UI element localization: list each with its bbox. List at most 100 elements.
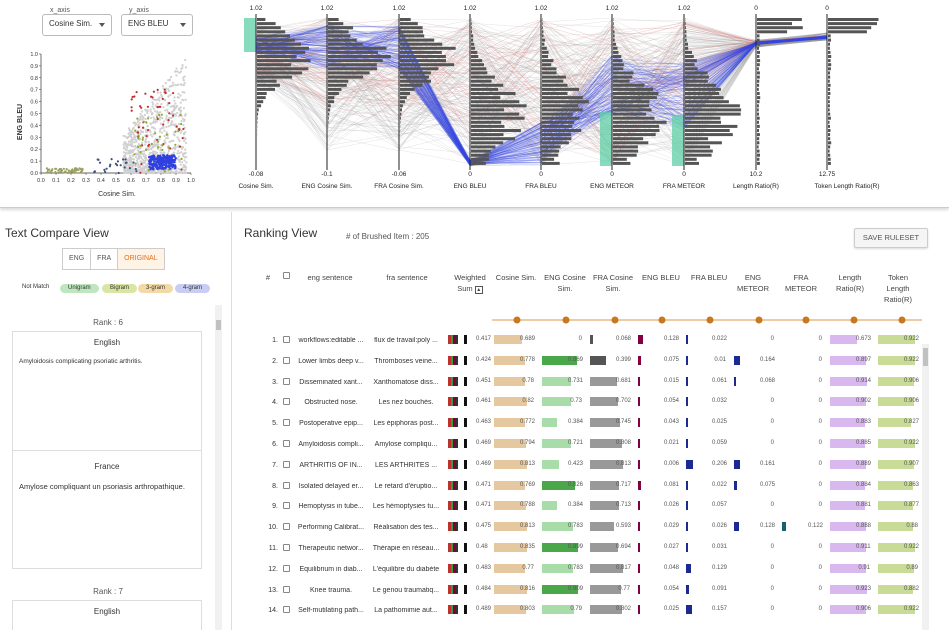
column-header-weighted-sum[interactable]: Weighted Sum ▴ [449,272,491,294]
weighted-sum-segment [451,543,453,552]
table-row[interactable]: 8. Isolated delayed er... Le retard d'érup… [236,478,919,499]
scatter-point [168,140,171,143]
column-header-eng-cosine-sim[interactable]: ENG Cosine Sim. [544,273,586,293]
scatter-point [181,66,184,69]
weight-slider-knob[interactable] [513,316,521,324]
weight-slider-knob[interactable] [898,316,906,324]
axis-bottom-label: 0 [610,171,614,178]
histogram-bar [757,116,760,120]
row-checkbox[interactable] [283,398,290,406]
brush-fra-meteor[interactable] [672,115,684,166]
column-header-eng-meteor[interactable]: ENG METEOR [736,273,770,293]
table-row[interactable]: 12. Equilibrium in diab... L'équilibre du … [236,561,918,582]
metric-bar-fbleu [686,584,690,594]
row-checkbox[interactable] [283,377,290,385]
column-header-eng-sentence[interactable]: eng sentence [307,273,353,282]
scatter-point [163,139,166,142]
column-header-length-ratio[interactable]: Length Ratio(R) [836,273,864,293]
histogram-bar [685,153,712,157]
row-checkbox[interactable] [283,460,290,468]
scatter-plot[interactable]: 0.0 0.1 0.2 0.3 0.4 0.5 0.6 0.7 0.8 0.9 1.0 1.0 0.9 0… [14,46,200,202]
scatter-point [150,147,153,150]
weight-slider-knob[interactable] [802,316,810,324]
x-tick-label: 0.9 [172,178,180,184]
column-header-fra-meteor[interactable]: FRA METEOR [784,273,818,293]
sort-up-icon[interactable]: ▴ [474,286,483,294]
column-header-fra-sentence[interactable]: fra sentence [386,273,428,282]
table-row[interactable]: 11. Therapeutic networ... Thérapie en rése… [236,540,919,561]
column-header-token-length-ratio[interactable]: Token Length Ratio(R) [884,273,912,304]
brush-cosine-sim[interactable] [244,18,256,52]
table-row[interactable]: 3. Disseminated xant... Xanthomatose diss.… [236,374,919,395]
table-row[interactable]: 5. Postoperative epip... Les épiphoras pos… [236,415,919,436]
row-checkbox[interactable] [283,606,290,614]
weight-slider-knob[interactable] [611,316,619,324]
tab-eng[interactable]: ENG [63,249,92,269]
scatter-point [161,148,164,151]
scatter-point [129,155,132,158]
histogram-bar [757,104,759,108]
histogram-bar [328,100,335,104]
weight-slider-knob[interactable] [850,316,858,324]
weighted-sum-segment [453,522,456,532]
table-row[interactable]: 2. Lower limbs deep v... Thromboses veine.… [236,353,919,374]
text-compare-scrollbar[interactable] [215,305,222,630]
weighted-sum-segment [456,335,458,344]
scatter-point [184,58,187,62]
histogram-bar [685,157,697,161]
weight-slider-knob[interactable] [658,316,666,324]
scatter-point [117,171,120,175]
table-row[interactable]: 1. workflows:editable ... flux de travail:… [236,332,919,353]
row-checkbox[interactable] [283,564,290,572]
scrollbar-thumb[interactable] [923,348,928,366]
column-header-fra-bleu[interactable]: FRA BLEU [690,273,728,282]
table-row[interactable]: 6. Amyloidosis compli... Amylose compliqu.… [236,436,919,457]
scrollbar-thumb[interactable] [216,320,221,330]
row-checkbox[interactable] [283,336,290,343]
tab-fra[interactable]: FRA [91,249,119,269]
table-row[interactable]: 10. Performing Calibrat... Réalisation des… [236,519,918,540]
y-axis-select[interactable]: ENG BLEU [121,14,193,36]
row-checkbox[interactable] [283,419,290,427]
weight-slider-knob[interactable] [755,316,763,324]
column-header-fra-cosine-sim[interactable]: FRA Cosine Sim. [592,273,634,293]
scatter-point [127,140,130,143]
table-row[interactable]: 9. Hemoptysis in tube... Les hémoptysies t… [236,498,919,519]
row-checkbox[interactable] [283,523,290,531]
weight-slider-knob[interactable] [706,316,714,324]
parallel-coordinates-plot[interactable]: 1.02 -0.08 Cosine Sim. 1.02 -0.1 ENG Cosine S… [236,0,944,196]
row-checkbox[interactable] [283,544,290,551]
column-header-cosine-sim[interactable]: Cosine Sim. [495,273,537,282]
table-row[interactable]: 13. Knee trauma. Le genou traumatiq... 0.48… [236,582,919,603]
table-row[interactable]: 7. ARTHRITIS OF IN... LES ARTHRITES ... 0.4… [236,457,919,478]
ranking-title: Ranking View [244,226,318,240]
weighted-sum-segment [464,522,467,532]
tab-original[interactable]: ORIGINAL [118,249,164,269]
brush-eng-meteor[interactable] [600,112,612,166]
column-header-eng-bleu[interactable]: ENG BLEU [642,273,680,282]
scatter-point [153,157,157,160]
weight-sliders[interactable] [492,312,932,328]
table-row[interactable]: 14. Self-mutilating path... La pathomimie … [236,602,919,623]
x-axis-select[interactable]: Cosine Sim. [42,14,112,36]
scatter-point [179,109,182,112]
row-checkbox[interactable] [283,502,290,510]
weight-slider-knob[interactable] [562,316,570,324]
save-ruleset-button[interactable]: SAVE RULESET [854,228,928,248]
row-checkbox[interactable] [283,481,290,489]
metric-bar-lr [830,335,857,344]
histogram-bar [757,100,760,104]
table-row[interactable]: 4. Obstructed nose. Les nez bouchés. 0.461 0… [236,394,919,415]
scatter-point [159,146,162,149]
axis-top-label: 0 [825,5,829,12]
histogram-bar [828,83,831,87]
row-checkbox[interactable] [283,440,290,447]
row-checkbox[interactable] [283,585,290,593]
metric-bar-fcos [590,563,623,573]
select-all-checkbox[interactable] [283,272,290,279]
metric-bar-lr [830,605,867,615]
weighted-sum-segment [464,355,467,365]
weighted-sum-segment [453,501,456,511]
ranking-scrollbar[interactable] [922,344,929,630]
row-checkbox[interactable] [283,356,290,364]
